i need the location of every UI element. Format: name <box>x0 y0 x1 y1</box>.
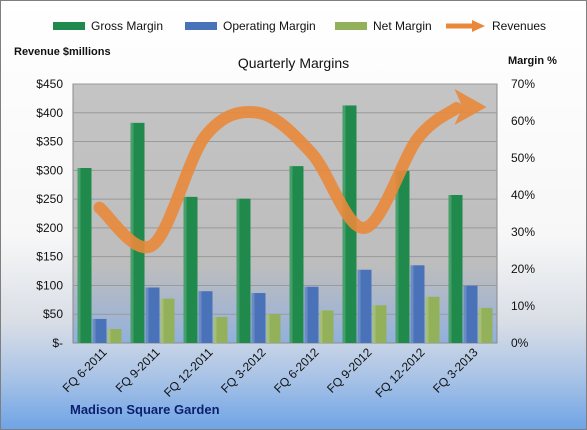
operating-margin-bar-highlight <box>304 286 308 343</box>
right-tick-label: 0% <box>511 336 529 350</box>
legend-swatch-gross <box>53 22 85 30</box>
operating-margin-bar <box>92 318 107 343</box>
gross-margin-bar <box>183 196 198 343</box>
footer-label: Madison Square Garden <box>70 402 220 417</box>
net-margin-bar <box>319 310 334 343</box>
gross-margin-bar-highlight <box>289 166 293 343</box>
gross-margin-bar-highlight <box>77 167 81 343</box>
net-margin-bar-highlight <box>160 298 164 343</box>
x-tick-label: FQ 3-2013 <box>430 345 481 396</box>
left-tick-label: $450 <box>36 77 63 91</box>
gross-margin-bar <box>130 122 145 343</box>
x-tick-label: FQ 3-2012 <box>218 345 269 396</box>
legend-item-gross-margin: Gross Margin <box>53 14 163 38</box>
net-margin-bar <box>266 314 281 343</box>
legend-item-net-margin: Net Margin <box>335 14 432 38</box>
legend-label-gross: Gross Margin <box>91 19 164 33</box>
x-tick-label: FQ 12-2011 <box>161 345 216 400</box>
x-tick-label: FQ 6-2011 <box>60 345 110 395</box>
operating-margin-bar-highlight <box>463 285 467 343</box>
left-tick-label: $250 <box>36 192 63 206</box>
net-margin-bar-highlight <box>319 310 323 343</box>
net-margin-bar <box>478 307 493 343</box>
net-margin-bar-highlight <box>266 314 270 343</box>
legend-label-net: Net Margin <box>373 19 432 33</box>
left-tick-label: $50 <box>43 307 63 321</box>
legend-swatch-net <box>335 22 367 30</box>
operating-margin-bar-highlight <box>357 269 361 343</box>
operating-margin-bar <box>251 293 266 343</box>
gross-margin-bar <box>448 195 463 343</box>
net-margin-bar <box>425 296 440 343</box>
left-tick-label: $400 <box>36 106 63 120</box>
right-tick-label: 60% <box>511 114 535 128</box>
right-tick-label: 10% <box>511 299 535 313</box>
gross-margin-bar <box>236 198 251 343</box>
net-margin-bar-highlight <box>478 307 482 343</box>
operating-margin-bar-highlight <box>251 293 255 343</box>
right-tick-label: 70% <box>511 77 535 91</box>
operating-margin-bar-highlight <box>410 265 414 343</box>
legend-arrow-icon <box>446 20 485 32</box>
operating-margin-bar <box>304 286 319 343</box>
operating-margin-bar <box>145 287 160 343</box>
operating-margin-bar <box>410 265 425 343</box>
legend-item-revenues: Revenues <box>444 14 546 38</box>
left-tick-label: $100 <box>36 278 63 292</box>
gross-margin-bar-highlight <box>183 196 187 343</box>
operating-margin-bar <box>357 269 372 343</box>
net-margin-bar-highlight <box>107 328 111 343</box>
operating-margin-bar-highlight <box>145 287 149 343</box>
legend-swatch-operating <box>185 22 217 30</box>
gross-margin-bar <box>77 167 92 343</box>
right-tick-label: 30% <box>511 225 535 239</box>
right-tick-label: 50% <box>511 151 535 165</box>
net-margin-bar <box>160 298 175 343</box>
net-margin-bar <box>213 317 228 343</box>
left-tick-label: $350 <box>36 135 63 149</box>
legend-label-operating: Operating Margin <box>223 19 316 33</box>
legend-label-revenues: Revenues <box>492 19 547 33</box>
net-margin-bar-highlight <box>372 305 376 343</box>
gross-margin-bar-highlight <box>130 122 134 343</box>
operating-margin-bar-highlight <box>198 291 202 343</box>
right-tick-label: 40% <box>511 188 535 202</box>
gross-margin-bar-highlight <box>342 105 346 344</box>
operating-margin-bar-highlight <box>92 318 96 343</box>
x-tick-label: FQ 6-2012 <box>271 345 322 396</box>
left-tick-label: $- <box>52 336 63 350</box>
right-tick-label: 20% <box>511 262 535 276</box>
net-margin-bar <box>372 305 387 343</box>
net-margin-bar-highlight <box>213 317 217 343</box>
left-tick-label: $200 <box>36 221 63 235</box>
left-tick-label: $300 <box>36 163 63 177</box>
left-tick-label: $150 <box>36 250 63 264</box>
x-tick-label: FQ 9-2012 <box>324 345 375 396</box>
gross-margin-bar <box>289 166 304 343</box>
legend-item-operating-margin: Operating Margin <box>185 14 316 38</box>
chart-title: Quarterly Margins <box>237 55 350 71</box>
x-tick-label: FQ 9-2011 <box>113 345 163 395</box>
gross-margin-bar-highlight <box>448 195 452 343</box>
revenues-arrowhead <box>454 89 487 126</box>
legend: Gross Margin Operating Margin Net Margin… <box>0 14 587 38</box>
net-margin-bar <box>107 328 122 343</box>
x-tick-label: FQ 12-2012 <box>372 345 427 400</box>
net-margin-bar-highlight <box>425 296 429 343</box>
gross-margin-bar-highlight <box>395 170 399 343</box>
gross-margin-bar <box>395 170 410 343</box>
right-axis-title: Margin % <box>508 55 557 67</box>
revenues-line <box>93 102 463 254</box>
gross-margin-bar-highlight <box>236 198 240 343</box>
operating-margin-bar <box>198 291 213 343</box>
operating-margin-bar <box>463 285 478 343</box>
left-axis-title: Revenue $millions <box>14 46 111 58</box>
